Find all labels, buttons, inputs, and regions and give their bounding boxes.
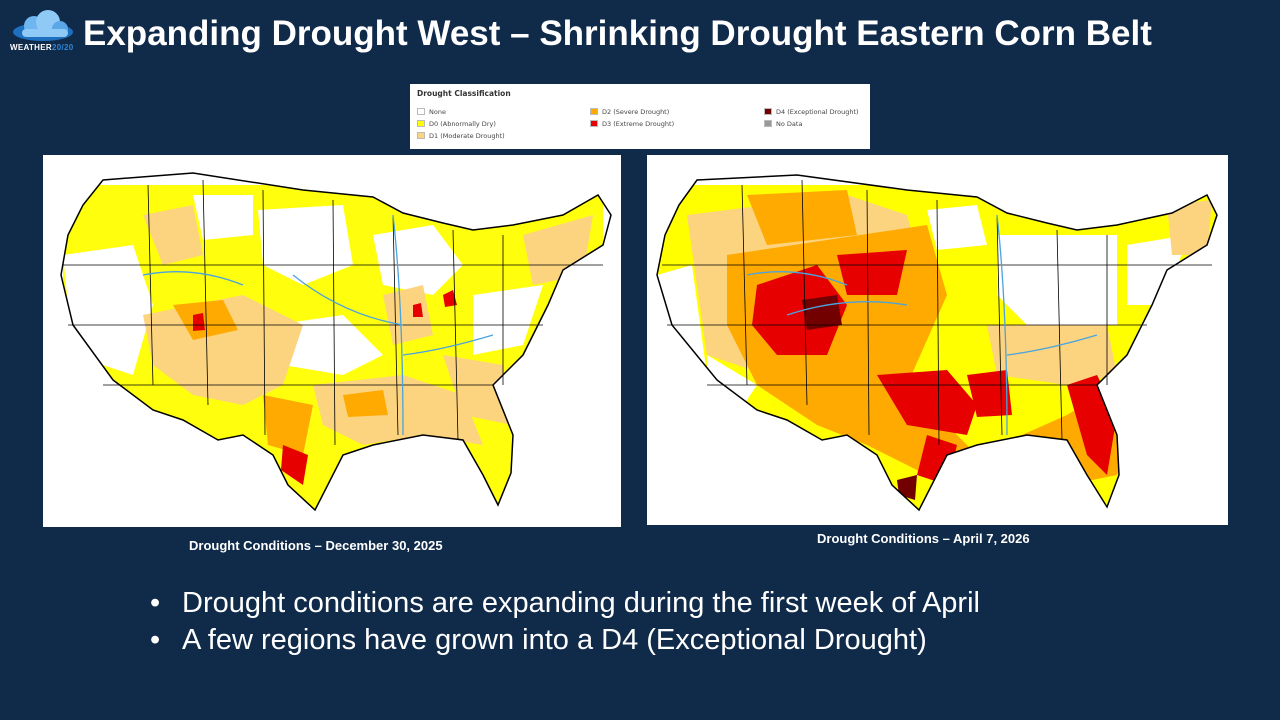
legend-item-d1: D1 (Moderate Drought) <box>417 132 505 140</box>
legend-item-none: None <box>417 108 446 116</box>
legend-title: Drought Classification <box>417 89 511 98</box>
bullet-item: • A few regions have grown into a D4 (Exc… <box>150 622 980 659</box>
drought-legend: Drought Classification None D0 (Abnormal… <box>410 84 870 149</box>
logo-text: WEATHER20/20 <box>10 43 73 52</box>
legend-item-d2: D2 (Severe Drought) <box>590 108 669 116</box>
drought-map-december <box>43 155 621 527</box>
legend-swatch <box>590 108 598 115</box>
legend-item-d0: D0 (Abnormally Dry) <box>417 120 496 128</box>
drought-map-april <box>647 155 1228 525</box>
weather2020-logo: WEATHER20/20 <box>8 10 78 54</box>
caption-december: Drought Conditions – December 30, 2025 <box>189 538 443 553</box>
legend-item-d4: D4 (Exceptional Drought) <box>764 108 859 116</box>
legend-item-d3: D3 (Extreme Drought) <box>590 120 674 128</box>
slide-title: Expanding Drought West – Shrinking Droug… <box>83 14 1273 54</box>
legend-swatch <box>764 108 772 115</box>
legend-swatch <box>417 132 425 139</box>
us-drought-map-apr <box>647 155 1228 525</box>
bullet-list: • Drought conditions are expanding during… <box>150 585 980 659</box>
legend-swatch <box>417 120 425 127</box>
legend-swatch <box>764 120 772 127</box>
us-drought-map-dec <box>43 155 621 527</box>
legend-swatch <box>590 120 598 127</box>
cloud-logo-icon <box>8 10 78 44</box>
legend-item-no-data: No Data <box>764 120 802 128</box>
caption-april: Drought Conditions – April 7, 2026 <box>817 531 1030 546</box>
bullet-item: • Drought conditions are expanding during… <box>150 585 980 622</box>
legend-swatch <box>417 108 425 115</box>
